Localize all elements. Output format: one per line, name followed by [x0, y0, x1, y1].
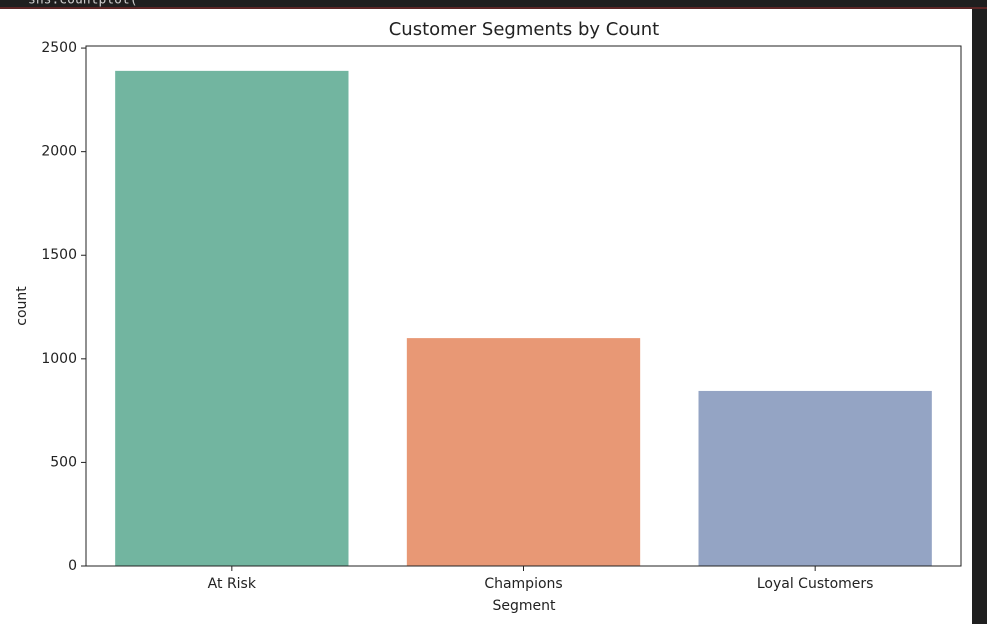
bar — [115, 70, 349, 566]
y-axis-label: count — [14, 286, 30, 326]
axes-frame — [85, 45, 962, 567]
x-tick-label: Loyal Customers — [757, 576, 874, 592]
y-tick-label: 2000 — [41, 144, 77, 160]
y-tick-label: 2500 — [41, 40, 77, 56]
x-axis-label: Segment — [493, 598, 557, 614]
y-tick-label: 0 — [68, 558, 77, 574]
bar — [698, 390, 932, 566]
toolbar — [0, 0, 987, 9]
code-snippet: sns.countplot( — [28, 0, 138, 8]
x-tick-label: Champions — [484, 576, 562, 592]
y-tick-label: 500 — [50, 454, 77, 470]
plot: 0 500 1000 1500 2000 2500 At Risk Champions Loya… — [41, 40, 932, 592]
bar — [406, 338, 641, 566]
y-tick-label: 1500 — [41, 247, 77, 263]
separator — [0, 7, 987, 9]
y-tick-label: 1000 — [41, 351, 77, 367]
x-tick-label: At Risk — [208, 576, 257, 592]
chart-title: Customer Segments by Count — [389, 19, 660, 40]
